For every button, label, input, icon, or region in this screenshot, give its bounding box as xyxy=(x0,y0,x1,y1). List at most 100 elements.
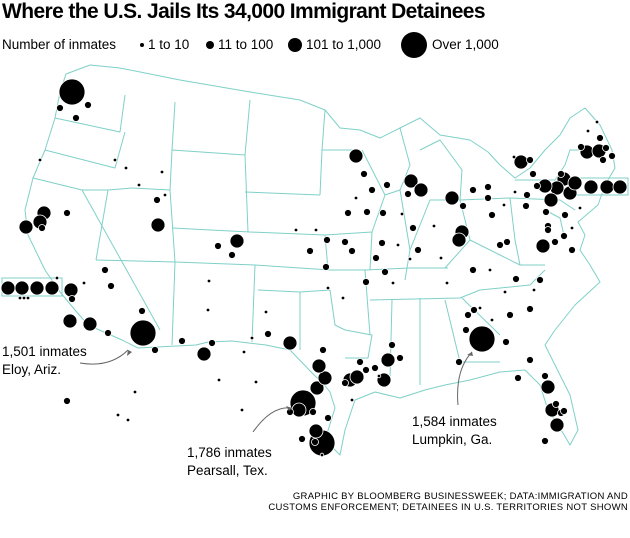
facility-dot xyxy=(376,373,382,379)
facility-dot xyxy=(577,143,585,151)
facility-dot xyxy=(214,242,222,250)
facility-dot xyxy=(380,352,396,368)
facility-dot xyxy=(372,254,380,262)
facility-dot xyxy=(378,239,386,247)
facility-dot xyxy=(549,417,565,433)
facility-dot xyxy=(583,179,599,195)
legend-label-101-1000: 101 to 1,000 xyxy=(306,37,382,52)
facility-dot xyxy=(462,326,470,334)
facility-dot xyxy=(340,295,346,301)
facility-dot xyxy=(608,152,616,160)
facility-dot xyxy=(506,311,514,319)
facility-dot xyxy=(599,179,615,195)
facility-dot xyxy=(487,267,493,273)
facility-dot xyxy=(229,233,245,249)
facility-dot xyxy=(322,263,330,271)
facility-dot xyxy=(529,170,537,178)
facility-dot xyxy=(395,242,401,248)
facility-dot xyxy=(309,380,325,396)
facility-dot xyxy=(44,280,60,296)
facility-dot xyxy=(459,202,467,210)
facility-dot xyxy=(536,276,544,284)
facility-dot xyxy=(596,134,604,142)
facility-dot xyxy=(263,309,269,315)
facility-dot xyxy=(253,379,259,385)
facility-dot xyxy=(341,379,349,387)
facility-dot xyxy=(25,295,31,301)
facility-dot xyxy=(291,402,307,418)
facility-dot xyxy=(72,114,80,122)
facility-dot xyxy=(132,389,138,395)
facility-dot xyxy=(196,346,212,362)
facility-dot xyxy=(560,407,568,415)
annotation-pearsall-count: 1,786 inmates xyxy=(187,445,272,460)
annotation-lumpkin: 1,584 inmates Lumpkin, Ga. xyxy=(412,413,497,449)
facility-dot xyxy=(68,295,76,303)
facility-dot xyxy=(523,191,531,199)
eloy-leader xyxy=(79,349,129,365)
facility-dot xyxy=(526,356,534,364)
facility-dot xyxy=(404,190,412,198)
facility-dot xyxy=(409,224,417,232)
facility-dot xyxy=(216,377,222,383)
facility-dot xyxy=(293,227,299,233)
annotation-eloy-place: Eloy, Ariz. xyxy=(2,362,62,377)
eloy-arrow xyxy=(127,350,132,356)
facility-dot xyxy=(136,182,142,188)
legend-dot-over-1000 xyxy=(401,32,427,58)
facility-dot xyxy=(54,275,60,281)
facility-dot xyxy=(561,211,569,219)
facility-dot xyxy=(313,227,319,233)
facility-dot xyxy=(18,219,34,235)
facility-dot xyxy=(62,313,78,329)
facility-dot xyxy=(319,346,327,354)
facility-dot xyxy=(552,400,560,408)
facility-dot xyxy=(390,280,396,286)
facility-dot xyxy=(63,282,79,298)
facility-dot xyxy=(159,169,165,175)
annotation-pearsall: 1,786 inmates Pearsall, Tex. xyxy=(187,444,272,480)
pearsall-leader xyxy=(252,407,293,433)
facility-dot xyxy=(503,238,511,246)
facility-dot xyxy=(414,246,422,254)
facility-dot xyxy=(325,285,331,291)
facility-dot xyxy=(533,182,541,190)
facility-dot xyxy=(239,407,245,413)
facility-dot xyxy=(477,305,483,311)
facility-dot xyxy=(557,170,565,178)
facility-dot xyxy=(104,329,112,337)
facility-dot xyxy=(249,335,255,341)
legend-dot-1-10 xyxy=(140,43,144,47)
facility-dot xyxy=(317,370,333,386)
facility-dot xyxy=(17,295,23,301)
facility-dot xyxy=(526,305,534,313)
facility-dot xyxy=(413,182,429,198)
facility-dot xyxy=(348,148,364,164)
facility-dot xyxy=(577,205,583,211)
facility-dot xyxy=(298,435,306,443)
facility-dot xyxy=(282,335,298,351)
facility-dot xyxy=(568,246,576,254)
facility-dot xyxy=(150,217,166,233)
facility-dot xyxy=(470,306,478,314)
facility-dot xyxy=(353,195,359,201)
facility-dot xyxy=(496,241,504,249)
map-title: Where the U.S. Jails Its 34,000 Immigran… xyxy=(2,0,486,23)
facility-dot xyxy=(567,175,583,191)
facility-dot xyxy=(63,397,71,405)
facility-dot xyxy=(341,238,349,246)
facility-dot xyxy=(541,372,549,380)
facility-dot xyxy=(82,316,98,332)
facility-dot xyxy=(396,354,404,362)
facility-dot xyxy=(311,438,319,446)
facility-dot xyxy=(544,226,552,234)
facility-dot xyxy=(368,186,376,194)
facility-dot xyxy=(464,311,472,319)
facility-dot xyxy=(0,280,16,296)
facility-dot xyxy=(115,412,121,418)
facility-dot xyxy=(531,287,537,293)
legend-label-over-1000: Over 1,000 xyxy=(432,37,499,52)
facility-dot xyxy=(469,186,477,194)
facility-dot xyxy=(543,192,559,208)
